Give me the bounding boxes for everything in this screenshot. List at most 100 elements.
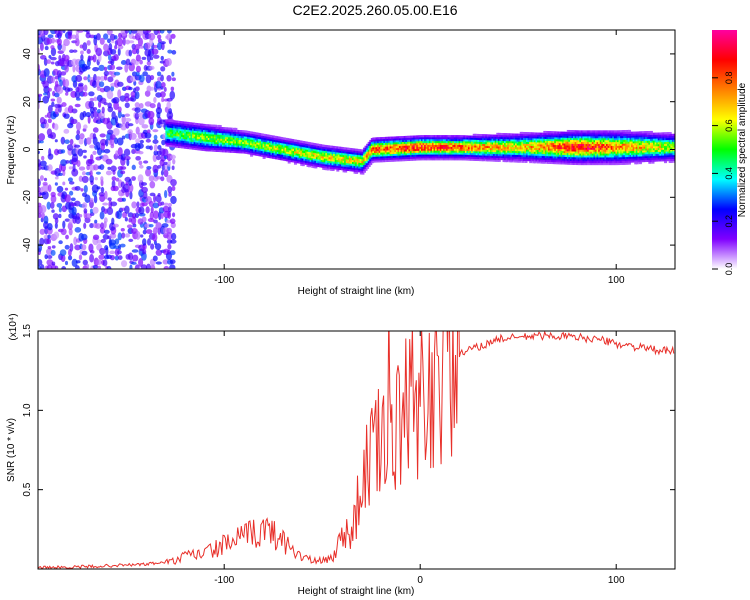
ridge-cell	[193, 143, 197, 147]
ridge-cell	[511, 148, 515, 151]
noise-cell	[38, 186, 41, 192]
ridge-cell	[248, 135, 252, 138]
ridge-cell	[419, 158, 423, 161]
ridge-cell	[199, 146, 203, 149]
ridge-cell	[344, 168, 348, 171]
ridge-cell	[502, 157, 506, 161]
ridge-cell	[228, 150, 232, 153]
ridge-cell	[527, 157, 531, 160]
ridge-cell	[234, 127, 238, 131]
ridge-cell	[308, 161, 312, 164]
noise-cell	[124, 30, 130, 34]
ridge-cell	[278, 155, 282, 159]
ridge-cell	[369, 157, 373, 160]
ridge-cell	[544, 132, 548, 136]
noise-cell	[43, 177, 48, 182]
noise-cell	[90, 154, 94, 162]
noise-cell	[47, 164, 53, 172]
noise-cell	[158, 211, 162, 221]
ridge-cell	[482, 157, 486, 160]
ridge-cell	[516, 148, 520, 152]
ridge-cell	[402, 157, 406, 160]
ridge-cell	[557, 156, 561, 159]
ridge-cell	[582, 130, 586, 133]
ridge-cell	[532, 159, 536, 162]
ridge-cell	[231, 141, 235, 144]
ridge-cell	[566, 145, 570, 148]
ridge-cell	[281, 137, 285, 140]
ridge-cell	[425, 144, 429, 147]
ridge-cell	[593, 134, 597, 137]
ridge-cell	[540, 136, 544, 139]
ridge-cell	[391, 157, 395, 160]
ridge-cell	[399, 140, 403, 143]
ridge-cell	[547, 161, 551, 164]
ridge-cell	[372, 154, 376, 157]
ridge-cell	[179, 132, 183, 135]
ridge-cell	[598, 160, 602, 164]
ridge-cell	[518, 141, 522, 144]
ridge-cell	[240, 134, 244, 137]
ridge-cell	[293, 154, 297, 158]
noise-cell	[153, 96, 157, 103]
ridge-cell	[261, 152, 265, 155]
ridge-cell	[170, 142, 174, 146]
ridge-cell	[552, 154, 556, 157]
ridge-cell	[306, 149, 310, 152]
ridge-cell	[526, 141, 530, 144]
ridge-cell	[483, 151, 487, 154]
noise-cell	[60, 149, 66, 154]
ridge-cell	[174, 139, 178, 142]
noise-cell	[64, 54, 70, 62]
ridge-cell	[435, 152, 439, 155]
noise-cell	[69, 49, 74, 54]
ridge-cell	[457, 152, 461, 155]
ridge-cell	[261, 141, 265, 144]
ridge-cell	[298, 144, 302, 147]
ridge-cell	[469, 156, 473, 159]
ridge-cell	[168, 135, 172, 138]
ridge-cell	[204, 129, 208, 133]
ridge-cell	[555, 142, 559, 146]
ridge-cell	[392, 138, 396, 141]
ridge-cell	[433, 144, 437, 147]
ridge-cell	[400, 147, 404, 150]
noise-cell	[53, 123, 59, 131]
ridge-cell	[181, 140, 185, 143]
noise-cell	[61, 266, 67, 269]
ridge-cell	[270, 135, 274, 138]
ridge-cell	[493, 159, 497, 162]
noise-cell	[137, 30, 144, 36]
ridge-cell	[265, 151, 269, 154]
ridge-cell	[326, 145, 330, 148]
ridge-cell	[563, 160, 567, 163]
ridge-cell	[177, 145, 181, 148]
ridge-cell	[546, 150, 550, 153]
ridge-cell	[590, 141, 594, 145]
ridge-cell	[604, 162, 608, 166]
ridge-cell	[521, 147, 525, 150]
ridge-cell	[606, 149, 610, 152]
ridge-cell	[502, 142, 506, 145]
ridge-cell	[488, 136, 492, 139]
ridge-cell	[283, 149, 286, 152]
ridge-cell	[179, 123, 183, 126]
ridge-cell	[596, 136, 600, 139]
ridge-cell	[606, 159, 610, 162]
ridge-cell	[557, 154, 561, 157]
ridge-cell	[547, 136, 551, 140]
ridge-cell	[569, 132, 573, 135]
ridge-cell	[500, 154, 504, 157]
ridge-cell	[204, 135, 208, 138]
ridge-cell	[469, 158, 473, 161]
ridge-cell	[203, 143, 207, 146]
ridge-cell	[330, 168, 334, 171]
ridge-cell	[612, 160, 616, 164]
ridge-cell	[535, 147, 539, 151]
ridge-cell	[192, 132, 196, 135]
ridge-cell	[229, 144, 233, 148]
ridge-cell	[439, 135, 443, 138]
ridge-cell	[358, 151, 362, 154]
noise-cell	[63, 113, 70, 119]
ridge-cell	[221, 146, 225, 149]
